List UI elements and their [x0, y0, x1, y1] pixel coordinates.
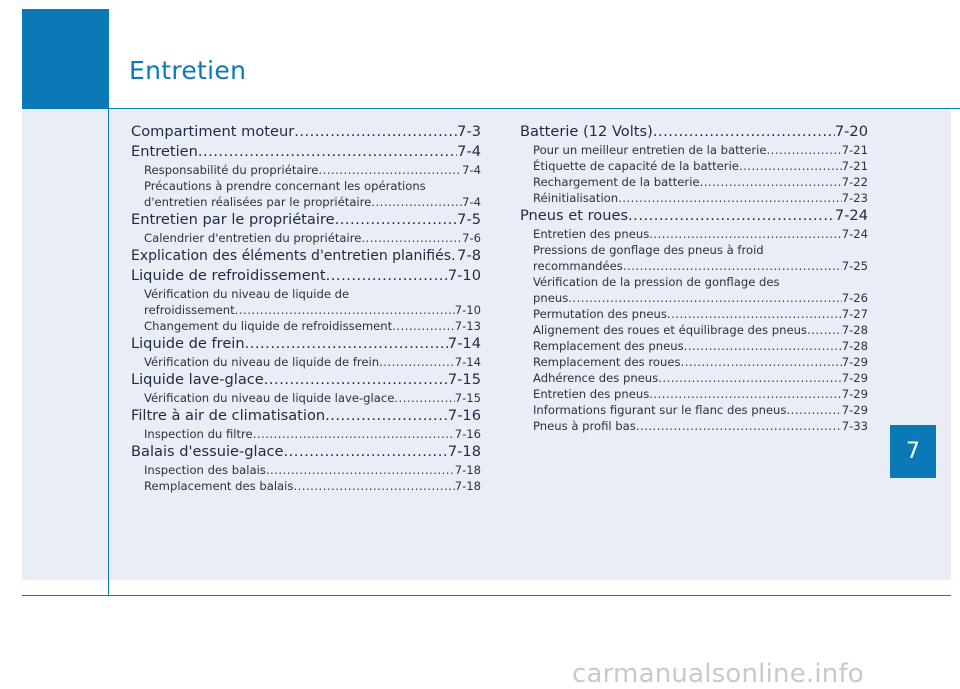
- toc-section[interactable]: Liquide de refroidissement7-10: [131, 266, 481, 286]
- toc-subsection[interactable]: Étiquette de capacité de la batterie7-21: [520, 158, 868, 174]
- toc-subsection-line1[interactable]: Pressions de gonflage des pneus à froid: [533, 243, 764, 257]
- toc-subsection[interactable]: Permutation des pneus7-27: [520, 306, 868, 322]
- toc-subsection[interactable]: recommandées7-25: [520, 258, 868, 274]
- toc-subsection[interactable]: Informations figurant sur le flanc des p…: [520, 402, 868, 418]
- toc-subsection[interactable]: Entretien des pneus7-24: [520, 226, 868, 242]
- toc-subsection[interactable]: Entretien des pneus7-29: [520, 386, 868, 402]
- toc-subsection[interactable]: Alignement des roues et équilibrage des …: [520, 322, 868, 338]
- toc-subsection-line1[interactable]: Vérification du niveau de liquide de: [144, 287, 350, 301]
- toc-subsection[interactable]: Rechargement de la batterie7-22: [520, 174, 868, 190]
- toc-subsection[interactable]: Adhérence des pneus7-29: [520, 370, 868, 386]
- toc-subsection[interactable]: Remplacement des balais7-18: [131, 478, 481, 494]
- toc-section[interactable]: Entretien par le propriétaire7-5: [131, 210, 481, 230]
- header-color-block: [22, 9, 109, 108]
- toc-subsection[interactable]: Inspection des balais7-18: [131, 462, 481, 478]
- toc-subsection[interactable]: Responsabilité du propriétaire7-4: [131, 162, 481, 178]
- toc-subsection[interactable]: Calendrier d'entretien du propriétaire7-…: [131, 230, 481, 246]
- footer-divider: [22, 595, 951, 596]
- toc-column-right: Batterie (12 Volts)7-20 Pour un meilleur…: [520, 122, 868, 434]
- toc-subsection[interactable]: pneus7-26: [520, 290, 868, 306]
- toc-subsection[interactable]: Vérification du niveau de liquide de fre…: [131, 354, 481, 370]
- page-title: Entretien: [129, 56, 247, 85]
- toc-subsection[interactable]: Pneus à profil bas7-33: [520, 418, 868, 434]
- title-divider: [22, 108, 960, 109]
- toc-section[interactable]: Liquide lave-glace7-15: [131, 370, 481, 390]
- toc-section[interactable]: Batterie (12 Volts)7-20: [520, 122, 868, 142]
- toc-subsection[interactable]: d'entretien réalisées par le propriétair…: [131, 194, 481, 210]
- toc-section[interactable]: Liquide de frein7-14: [131, 334, 481, 354]
- toc-subsection[interactable]: Inspection du filtre7-16: [131, 426, 481, 442]
- chapter-tab[interactable]: 7: [890, 425, 936, 478]
- toc-subsection[interactable]: Réinitialisation7-23: [520, 190, 868, 206]
- toc-subsection[interactable]: Remplacement des pneus7-28: [520, 338, 868, 354]
- toc-section[interactable]: Pneus et roues7-24: [520, 206, 868, 226]
- toc-subsection-line1[interactable]: Précautions à prendre concernant les opé…: [144, 179, 426, 193]
- toc-section[interactable]: Filtre à air de climatisation7-16: [131, 406, 481, 426]
- toc-section[interactable]: Compartiment moteur7-3: [131, 122, 481, 142]
- toc-subsection[interactable]: Changement du liquide de refroidissement…: [131, 318, 481, 334]
- toc-subsection[interactable]: Remplacement des roues7-29: [520, 354, 868, 370]
- watermark: carmanualsonline.info: [572, 659, 864, 689]
- toc-subsection[interactable]: Vérification du niveau de liquide lave-g…: [131, 390, 481, 406]
- toc-section[interactable]: Balais d'essuie-glace7-18: [131, 442, 481, 462]
- toc-subsection[interactable]: refroidissement7-10: [131, 302, 481, 318]
- toc-subsection[interactable]: Pour un meilleur entretien de la batteri…: [520, 142, 868, 158]
- toc-subsection-line1[interactable]: Vérification de la pression de gonflage …: [533, 275, 780, 289]
- margin-divider: [108, 109, 109, 596]
- toc-section[interactable]: Explication des éléments d'entretien pla…: [131, 246, 481, 266]
